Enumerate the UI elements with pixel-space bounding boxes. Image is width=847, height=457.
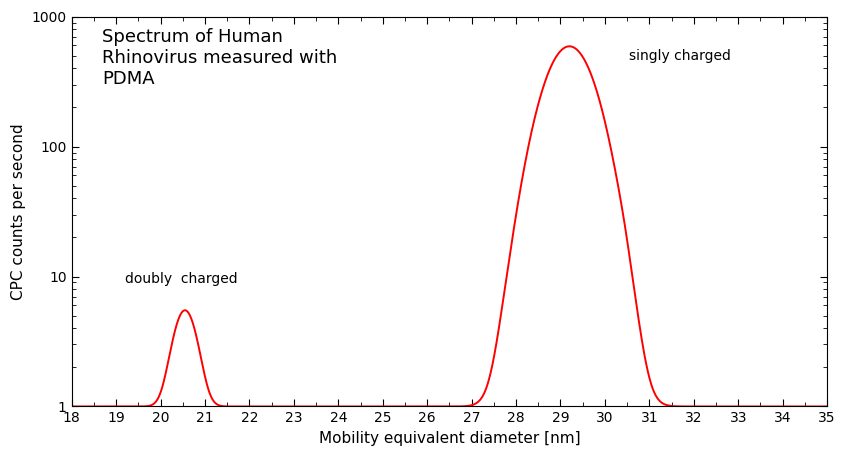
Text: doubly  charged: doubly charged [125, 272, 238, 286]
X-axis label: Mobility equivalent diameter [nm]: Mobility equivalent diameter [nm] [318, 431, 580, 446]
Text: singly charged: singly charged [629, 49, 731, 63]
Y-axis label: CPC counts per second: CPC counts per second [11, 123, 26, 300]
Text: Spectrum of Human
Rhinovirus measured with
PDMA: Spectrum of Human Rhinovirus measured wi… [102, 28, 337, 88]
